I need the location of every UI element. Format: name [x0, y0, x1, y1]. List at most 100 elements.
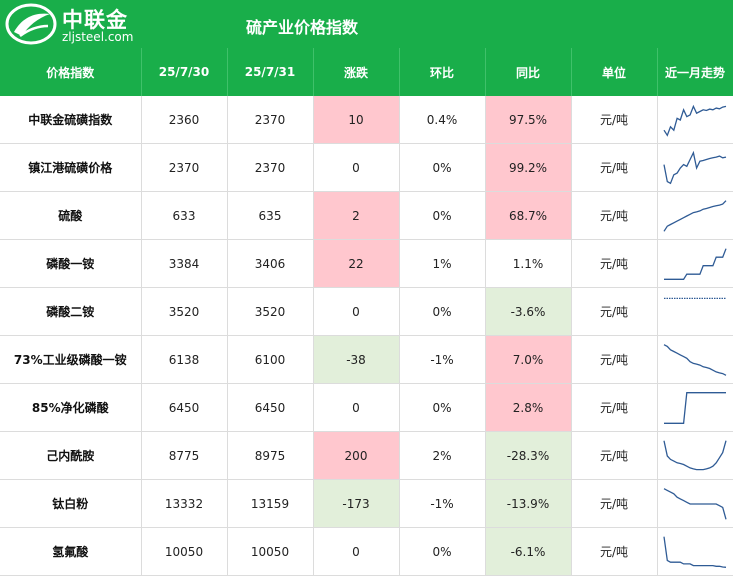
table-row: 硫酸 633 635 2 0% 68.7% 元/吨 — [0, 191, 733, 240]
row-date-2-value: 2370 — [227, 96, 314, 144]
row-yoy: 1.1% — [485, 239, 572, 288]
row-yoy: -13.9% — [485, 479, 572, 528]
row-date-1-value: 633 — [141, 191, 228, 240]
row-change: -38 — [313, 335, 400, 384]
row-unit: 元/吨 — [571, 239, 658, 288]
table-row: 73%工业级磷酸一铵 6138 6100 -38 -1% 7.0% 元/吨 — [0, 335, 733, 384]
sparkline-path — [663, 536, 727, 568]
table-row: 镇江港硫磺价格 2370 2370 0 0% 99.2% 元/吨 — [0, 143, 733, 192]
header-unit: 单位 — [571, 48, 658, 96]
sparkline-path — [663, 487, 727, 519]
row-unit: 元/吨 — [571, 479, 658, 528]
row-yoy: -28.3% — [485, 431, 572, 480]
row-date-2-value: 2370 — [227, 143, 314, 192]
row-name: 镇江港硫磺价格 — [0, 143, 142, 192]
logo-icon — [5, 3, 57, 45]
row-name: 85%净化磷酸 — [0, 383, 142, 432]
row-trend-sparkline — [657, 335, 733, 384]
sparkline-path — [664, 391, 726, 424]
header-mom: 环比 — [399, 48, 486, 96]
row-date-1-value: 8775 — [141, 431, 228, 480]
row-yoy: -3.6% — [485, 287, 572, 336]
row-name: 73%工业级磷酸一铵 — [0, 335, 142, 384]
row-date-1-value: 6450 — [141, 383, 228, 432]
sparkline-path — [664, 247, 727, 280]
row-unit: 元/吨 — [571, 191, 658, 240]
row-unit: 元/吨 — [571, 96, 658, 144]
row-yoy: 68.7% — [485, 191, 572, 240]
row-date-1-value: 3520 — [141, 287, 228, 336]
row-mom: 0% — [399, 527, 486, 576]
row-date-1-value: 6138 — [141, 335, 228, 384]
row-date-1-value: 13332 — [141, 479, 228, 528]
row-trend-sparkline — [657, 287, 733, 336]
price-index-table: 价格指数 25/7/30 25/7/31 涨跌 环比 同比 单位 近一月走势 中… — [0, 48, 733, 576]
row-date-2-value: 10050 — [227, 527, 314, 576]
row-unit: 元/吨 — [571, 431, 658, 480]
row-date-2-value: 3406 — [227, 239, 314, 288]
row-date-2-value: 6450 — [227, 383, 314, 432]
row-unit: 元/吨 — [571, 383, 658, 432]
row-name: 钛白粉 — [0, 479, 142, 528]
header-change: 涨跌 — [313, 48, 400, 96]
header-yoy: 同比 — [485, 48, 572, 96]
row-unit: 元/吨 — [571, 287, 658, 336]
row-mom: -1% — [399, 335, 486, 384]
row-date-1-value: 2360 — [141, 96, 228, 144]
sparkline-path — [663, 199, 727, 232]
header-trend: 近一月走势 — [657, 48, 733, 96]
row-mom: -1% — [399, 479, 486, 528]
row-name: 硫酸 — [0, 191, 142, 240]
row-mom: 1% — [399, 239, 486, 288]
row-yoy: 97.5% — [485, 96, 572, 144]
row-date-2-value: 8975 — [227, 431, 314, 480]
row-change: 0 — [313, 527, 400, 576]
row-name: 磷酸一铵 — [0, 239, 142, 288]
page-title: 硫产业价格指数 — [246, 18, 359, 37]
row-mom: 0% — [399, 383, 486, 432]
row-trend-sparkline — [657, 143, 733, 192]
table-header-row: 价格指数 25/7/30 25/7/31 涨跌 环比 同比 单位 近一月走势 — [0, 48, 733, 96]
header-banner: 中联金 zljsteel.com 硫产业价格指数 — [0, 0, 733, 48]
header-date-2: 25/7/31 — [227, 48, 314, 96]
row-date-2-value: 3520 — [227, 287, 314, 336]
row-name: 氢氟酸 — [0, 527, 142, 576]
brand-site[interactable]: zljsteel.com — [62, 30, 134, 44]
table-row: 中联金硫磺指数 2360 2370 10 0.4% 97.5% 元/吨 — [0, 96, 733, 144]
row-change: 0 — [313, 287, 400, 336]
row-unit: 元/吨 — [571, 527, 658, 576]
row-unit: 元/吨 — [571, 143, 658, 192]
row-change: -173 — [313, 479, 400, 528]
brand-name: 中联金 — [62, 8, 128, 32]
row-trend-sparkline — [657, 96, 733, 144]
row-unit: 元/吨 — [571, 335, 658, 384]
row-yoy: 2.8% — [485, 383, 572, 432]
row-change: 200 — [313, 431, 400, 480]
row-date-2-value: 6100 — [227, 335, 314, 384]
row-change: 0 — [313, 383, 400, 432]
row-date-1-value: 10050 — [141, 527, 228, 576]
table-row: 氢氟酸 10050 10050 0 0% -6.1% 元/吨 — [0, 527, 733, 576]
row-trend-sparkline — [657, 527, 733, 576]
row-yoy: 99.2% — [485, 143, 572, 192]
row-mom: 0% — [399, 143, 486, 192]
row-name: 磷酸二铵 — [0, 287, 142, 336]
row-mom: 0% — [399, 191, 486, 240]
header-name: 价格指数 — [0, 48, 142, 96]
row-trend-sparkline — [657, 191, 733, 240]
table-row: 己内酰胺 8775 8975 200 2% -28.3% 元/吨 — [0, 431, 733, 480]
table-row: 磷酸二铵 3520 3520 0 0% -3.6% 元/吨 — [0, 287, 733, 336]
row-date-2-value: 13159 — [227, 479, 314, 528]
row-change: 0 — [313, 143, 400, 192]
sparkline-path — [663, 104, 727, 137]
row-date-1-value: 2370 — [141, 143, 228, 192]
table-row: 磷酸一铵 3384 3406 22 1% 1.1% 元/吨 — [0, 239, 733, 288]
row-trend-sparkline — [657, 239, 733, 288]
table-row: 85%净化磷酸 6450 6450 0 0% 2.8% 元/吨 — [0, 383, 733, 432]
row-trend-sparkline — [657, 431, 733, 480]
sparkline-path — [663, 343, 727, 376]
row-date-1-value: 3384 — [141, 239, 228, 288]
row-yoy: -6.1% — [485, 527, 572, 576]
row-change: 2 — [313, 191, 400, 240]
sparkline-path — [663, 150, 727, 184]
